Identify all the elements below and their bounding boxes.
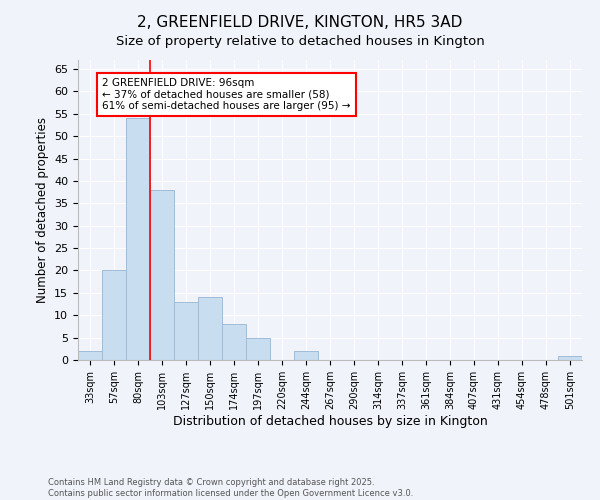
X-axis label: Distribution of detached houses by size in Kington: Distribution of detached houses by size … xyxy=(173,414,487,428)
Y-axis label: Number of detached properties: Number of detached properties xyxy=(35,117,49,303)
Bar xyxy=(198,298,222,360)
Text: 2, GREENFIELD DRIVE, KINGTON, HR5 3AD: 2, GREENFIELD DRIVE, KINGTON, HR5 3AD xyxy=(137,15,463,30)
Text: 2 GREENFIELD DRIVE: 96sqm
← 37% of detached houses are smaller (58)
61% of semi-: 2 GREENFIELD DRIVE: 96sqm ← 37% of detac… xyxy=(102,78,350,111)
Bar xyxy=(294,351,318,360)
Bar xyxy=(78,351,102,360)
Bar xyxy=(246,338,270,360)
Bar xyxy=(174,302,198,360)
Text: Size of property relative to detached houses in Kington: Size of property relative to detached ho… xyxy=(116,35,484,48)
Bar xyxy=(150,190,174,360)
Bar xyxy=(558,356,582,360)
Bar xyxy=(126,118,150,360)
Bar xyxy=(102,270,126,360)
Bar xyxy=(222,324,246,360)
Text: Contains HM Land Registry data © Crown copyright and database right 2025.
Contai: Contains HM Land Registry data © Crown c… xyxy=(48,478,413,498)
